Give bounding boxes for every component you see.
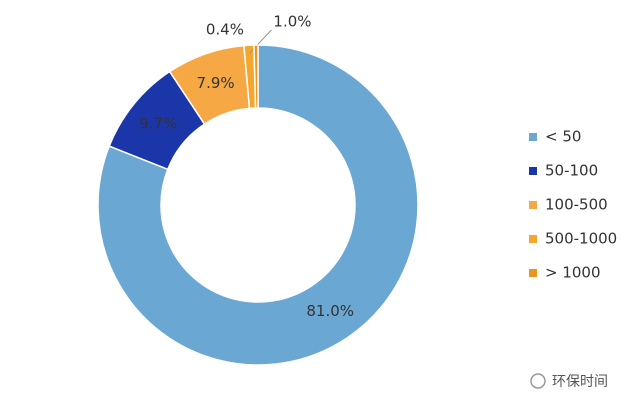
legend-marker (529, 201, 537, 209)
slice (253, 44, 259, 109)
leader-line (249, 29, 272, 54)
legend-label: 500-1000 (545, 230, 617, 248)
data-label: 1.0% (273, 13, 311, 31)
watermark-icon (530, 373, 546, 389)
watermark: 环保时间 (530, 373, 608, 390)
data-label: 7.9% (197, 74, 235, 92)
watermark-text: 环保时间 (552, 374, 608, 390)
legend-marker (529, 167, 537, 175)
slice (97, 44, 419, 366)
legend-marker (529, 235, 537, 243)
legend-marker (529, 133, 537, 141)
data-label: 81.0% (306, 302, 354, 320)
data-label: 0.4% (206, 21, 244, 39)
data-label: 9.7% (139, 115, 177, 133)
legend-label: > 1000 (545, 264, 601, 282)
legend-marker (529, 269, 537, 277)
legend-label: < 50 (545, 128, 581, 146)
legend-label: 100-500 (545, 196, 608, 214)
legend-label: 50-100 (545, 162, 598, 180)
